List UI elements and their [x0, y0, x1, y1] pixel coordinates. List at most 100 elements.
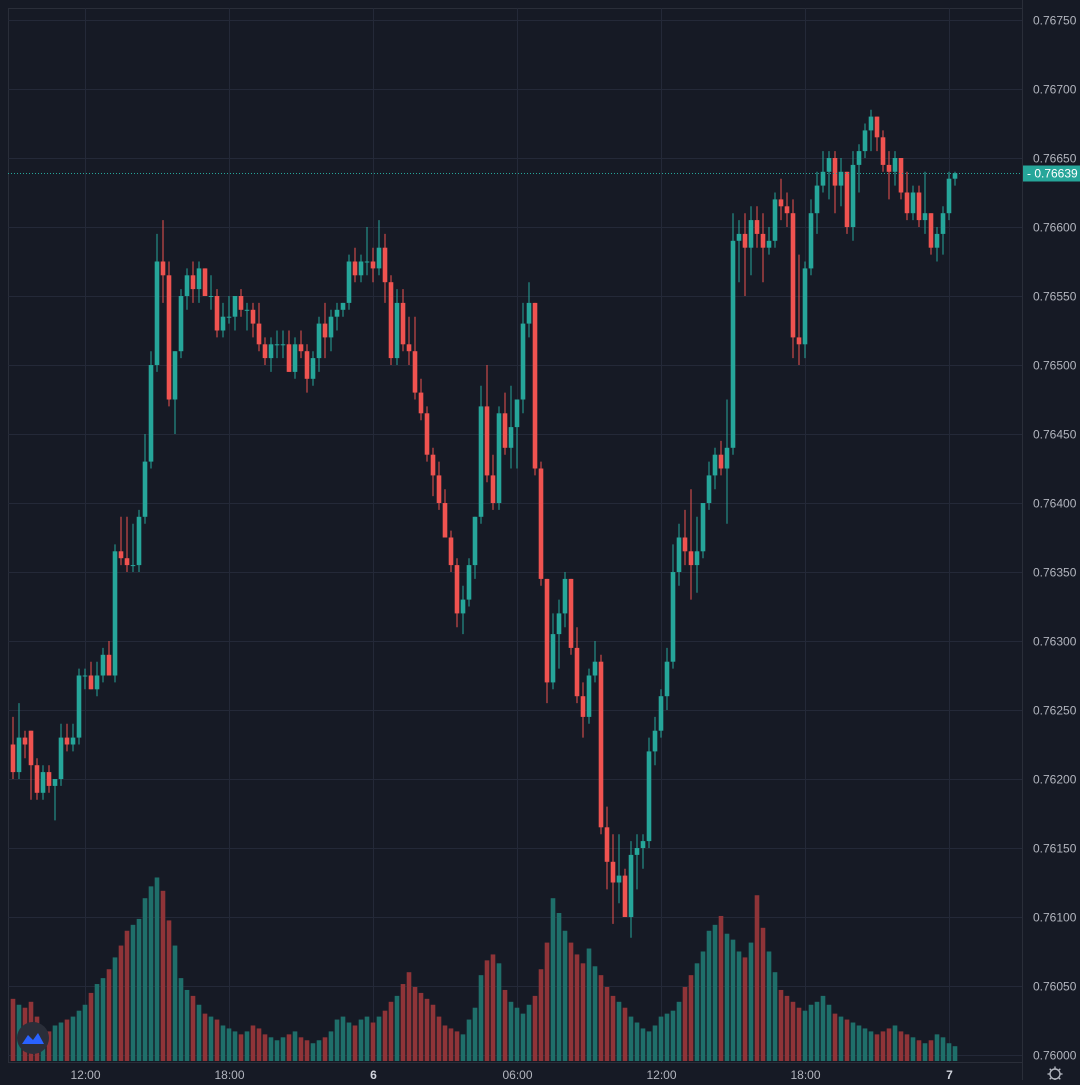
- candle-body: [10, 744, 16, 773]
- last-price-line: - 0.76639: [8, 165, 1080, 182]
- candle: [694, 516, 700, 593]
- candle: [454, 558, 460, 628]
- candle-body: [844, 171, 850, 227]
- volume-bar: [604, 987, 610, 1061]
- candle-body: [442, 503, 448, 538]
- volume-bar: [394, 995, 400, 1061]
- gear-tooth: [1058, 1077, 1061, 1080]
- candle-body: [130, 565, 136, 567]
- candle: [328, 309, 334, 352]
- volume-bar: [880, 1031, 886, 1061]
- logo-mountain-shape: [22, 1033, 44, 1044]
- volume-bar: [634, 1022, 640, 1061]
- candle: [310, 351, 316, 386]
- volume-bar: [610, 995, 616, 1061]
- candle-body: [880, 137, 886, 165]
- volume-bar: [340, 1016, 346, 1061]
- volume-bar: [706, 930, 712, 1061]
- candle-body: [46, 772, 52, 786]
- candle-body: [250, 309, 256, 324]
- volume-bar: [58, 1022, 64, 1061]
- price-axis[interactable]: 0.76750 0.76700 0.76650 0.76600 0.76550 0.765…: [1033, 14, 1077, 1063]
- candle-body: [472, 516, 478, 566]
- candle: [388, 275, 394, 365]
- volume-bar: [280, 1037, 286, 1061]
- candle: [616, 834, 622, 904]
- time-axis[interactable]: 12:00 18:00 6 06:00 12:00 18:00 7: [70, 1068, 953, 1082]
- volume-bar: [664, 1013, 670, 1061]
- time-tick-label: 12:00: [646, 1068, 676, 1080]
- volume-bar: [364, 1016, 370, 1061]
- candle: [898, 158, 904, 200]
- candle-body: [706, 475, 712, 503]
- candle-body: [310, 358, 316, 379]
- volume-bar: [892, 1025, 898, 1061]
- volume-bar: [412, 987, 418, 1061]
- volume-bar: [658, 1016, 664, 1061]
- volume-bar: [436, 1016, 442, 1061]
- time-tick-label: 7: [946, 1068, 953, 1080]
- candle: [808, 199, 814, 276]
- candle-body: [460, 599, 466, 614]
- candle-body: [118, 551, 124, 559]
- candle-body: [562, 578, 568, 614]
- candle: [376, 220, 382, 276]
- candle-body: [40, 772, 46, 793]
- candle-body: [664, 661, 670, 697]
- volume-bar: [784, 995, 790, 1061]
- volume-bar: [298, 1037, 304, 1061]
- gear-tooth: [1058, 1068, 1061, 1071]
- candle: [178, 289, 184, 359]
- price-tick-label: 0.76250: [1033, 704, 1077, 718]
- candle-body: [832, 158, 838, 186]
- candle: [622, 868, 628, 917]
- candle-body: [604, 827, 610, 862]
- candle: [592, 641, 598, 683]
- candle: [346, 254, 352, 310]
- volume-bar: [52, 1025, 58, 1061]
- volume-bar: [508, 1001, 514, 1061]
- candle: [850, 151, 856, 241]
- volume-bar: [688, 975, 694, 1061]
- volume-bar: [862, 1028, 868, 1061]
- candle: [142, 434, 148, 524]
- candle: [58, 723, 64, 786]
- candle-body: [814, 185, 820, 214]
- price-tick-label: 0.76550: [1033, 290, 1077, 304]
- candle: [766, 227, 772, 255]
- candle: [94, 661, 100, 697]
- volume-bar: [292, 1031, 298, 1061]
- settings-gear-icon[interactable]: [1047, 1066, 1063, 1082]
- candle: [946, 171, 952, 221]
- candle-body: [496, 413, 502, 503]
- candle-body: [190, 275, 196, 290]
- volume-bar: [772, 972, 778, 1061]
- time-tick-label: 18:00: [790, 1068, 820, 1080]
- volume-bar: [574, 954, 580, 1061]
- volume-bar: [808, 1004, 814, 1061]
- candle: [532, 302, 538, 476]
- candle-body: [790, 213, 796, 338]
- volume-bar: [490, 954, 496, 1061]
- price-tick-label: 0.76150: [1033, 842, 1077, 856]
- candle: [604, 806, 610, 890]
- volume-bar: [946, 1043, 952, 1061]
- volume-bar: [238, 1034, 244, 1061]
- candle: [724, 399, 730, 524]
- candle-body: [874, 116, 880, 138]
- candle: [904, 171, 910, 221]
- candle-body: [538, 468, 544, 579]
- candle: [742, 213, 748, 296]
- candle-body: [322, 323, 328, 338]
- volume-bar: [118, 945, 124, 1061]
- candle-body: [580, 696, 586, 717]
- candle: [118, 516, 124, 566]
- last-price-label: - 0.76639: [1027, 167, 1078, 181]
- volume-bar: [82, 1004, 88, 1061]
- candle: [352, 247, 358, 283]
- tradingview-logo-icon[interactable]: [17, 1022, 49, 1054]
- candle-body: [82, 675, 88, 677]
- candle: [112, 544, 118, 683]
